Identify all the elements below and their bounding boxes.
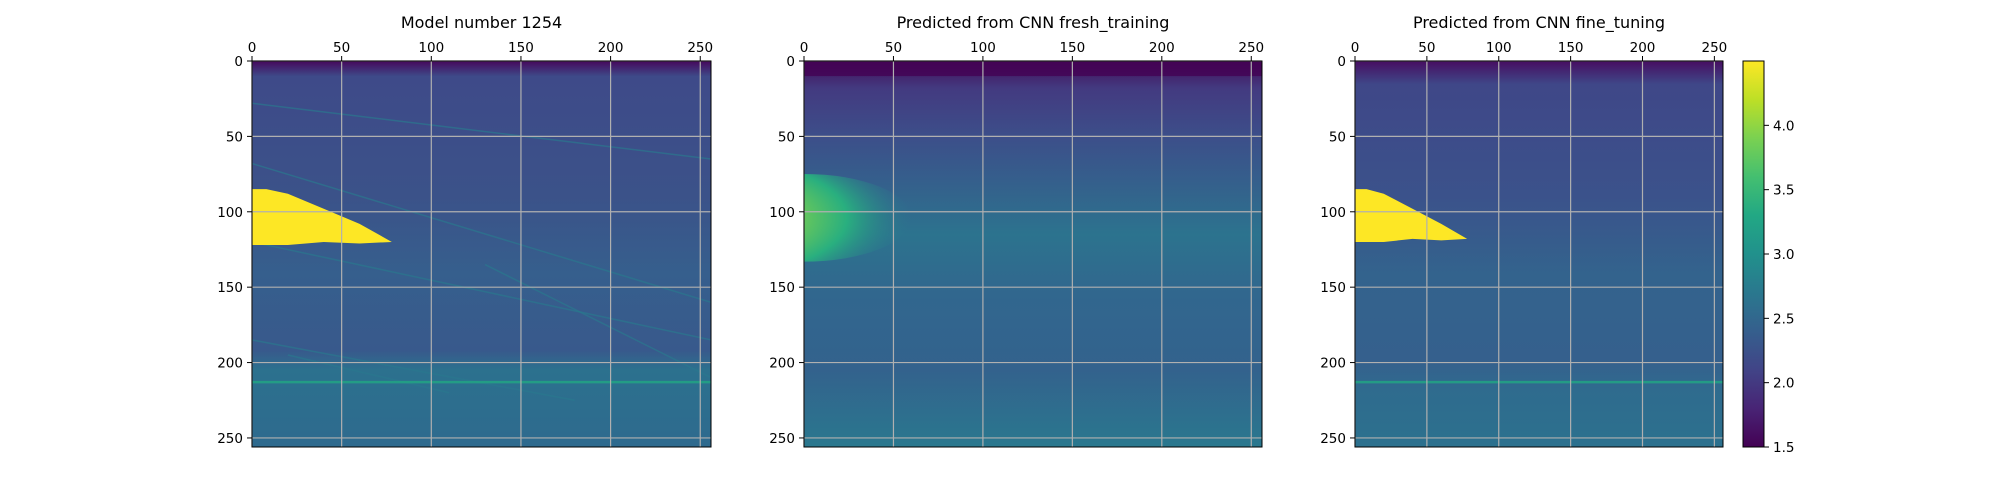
x-tick-label: 50 <box>333 40 350 56</box>
x-tick-label: 150 <box>1558 40 1584 56</box>
x-tick-label: 100 <box>1486 40 1512 56</box>
chart-title: Predicted from CNN fine_tuning <box>1413 13 1665 33</box>
bright-blob <box>804 173 912 262</box>
y-tick-label: 0 <box>786 54 795 70</box>
colorbar-tick-label: 3.5 <box>1773 183 1794 199</box>
y-tick-label: 100 <box>769 205 795 221</box>
colorbar-tick-label: 2.0 <box>1773 376 1794 392</box>
reflector-line <box>252 102 711 160</box>
x-tick-label: 250 <box>1238 40 1264 56</box>
heatmap-image <box>1355 61 1723 447</box>
heatmap-panel-2: 0 50 100 150 200 250 0 50 100 150 200 250 Predicted … <box>769 13 1264 448</box>
y-tick-label: 100 <box>1320 205 1346 221</box>
colorbar: 1.5 2.0 2.5 3.0 3.5 4.0 <box>1742 60 1794 456</box>
colorbar-gradient <box>1742 60 1765 448</box>
y-tick-label: 50 <box>1329 129 1346 145</box>
x-tick-label: 150 <box>1059 40 1085 56</box>
colorbar-tick-label: 2.5 <box>1773 311 1794 327</box>
y-tick-label: 150 <box>217 280 243 296</box>
y-tick-label: 0 <box>234 54 243 70</box>
x-tick-label: 150 <box>508 40 534 56</box>
heatmap-image <box>804 61 1262 447</box>
x-tick-label: 100 <box>970 40 996 56</box>
x-tick-label: 100 <box>418 40 444 56</box>
y-tick-label: 50 <box>778 129 795 145</box>
colorbar-tick-label: 1.5 <box>1773 440 1794 456</box>
reflector-line <box>287 354 450 394</box>
x-tick-label: 200 <box>598 40 624 56</box>
y-tick-label: 0 <box>1337 54 1346 70</box>
reflector-line <box>252 241 711 341</box>
grid <box>251 60 711 447</box>
chart-title: Model number 1254 <box>401 13 562 32</box>
y-tick-label: 250 <box>217 431 243 447</box>
heatmap-background <box>804 61 1262 447</box>
y-tick-label: 150 <box>1320 280 1346 296</box>
bright-wedge <box>252 189 392 245</box>
x-tick-label: 250 <box>687 40 713 56</box>
y-tick-label: 200 <box>1320 356 1346 372</box>
grid <box>803 60 1262 447</box>
y-tick-label: 150 <box>769 280 795 296</box>
plot-frame <box>803 60 1263 448</box>
x-tick-label: 200 <box>1630 40 1656 56</box>
x-tick-label: 50 <box>885 40 902 56</box>
y-tick-label: 100 <box>217 205 243 221</box>
y-tick-label: 250 <box>769 431 795 447</box>
x-tick-label: 250 <box>1701 40 1727 56</box>
plot-frame <box>1354 60 1724 448</box>
heatmap-panel-3: 0 50 100 150 200 250 0 50 100 150 200 250 Predicted … <box>1320 13 1727 448</box>
plot-frame <box>251 60 712 448</box>
x-tick-label: 0 <box>1351 40 1360 56</box>
reflector-line <box>252 162 711 303</box>
heatmap-background <box>1355 61 1723 447</box>
x-tick-label: 200 <box>1149 40 1175 56</box>
x-tick-label: 0 <box>800 40 809 56</box>
bright-wedge <box>1355 189 1468 242</box>
top-band <box>804 61 1262 77</box>
colorbar-tick-label: 3.0 <box>1773 247 1794 263</box>
heatmap-image <box>252 61 711 447</box>
y-tick-label: 50 <box>226 129 243 145</box>
x-tick-label: 50 <box>1418 40 1435 56</box>
x-tick-label: 0 <box>248 40 257 56</box>
heatmap-panel-1: 0 50 100 150 200 250 0 50 100 150 200 250 Model numb… <box>217 13 713 448</box>
chart-title: Predicted from CNN fresh_training <box>897 13 1170 33</box>
colorbar-tick-label: 4.0 <box>1773 118 1794 134</box>
reflector-line <box>484 263 711 379</box>
y-tick-label: 250 <box>1320 431 1346 447</box>
y-tick-label: 200 <box>217 356 243 372</box>
heatmap-background <box>252 61 711 447</box>
y-tick-label: 200 <box>769 356 795 372</box>
